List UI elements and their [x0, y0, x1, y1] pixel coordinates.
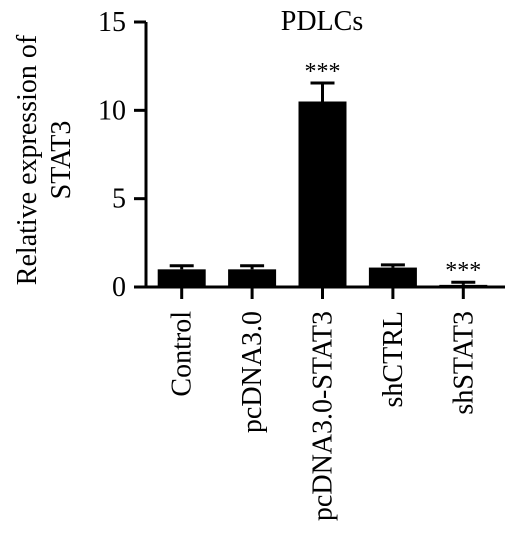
y-tick-label: 10 — [98, 95, 126, 126]
bar — [157, 269, 206, 287]
x-tick-label: shCTRL — [378, 311, 409, 407]
significance-label: *** — [445, 258, 481, 284]
chart-title: PDLCs — [281, 6, 363, 37]
bar — [228, 269, 277, 287]
y-axis: 0 5 10 15 — [98, 7, 148, 303]
y-axis-label-line-2: STAT3 — [46, 121, 77, 200]
y-tick-label: 15 — [98, 7, 126, 38]
bars: *** *** — [157, 59, 488, 287]
bar — [368, 267, 417, 287]
x-tick-label: pcDNA3.0-STAT3 — [308, 311, 339, 521]
y-axis-label-line-1: Relative expression of — [12, 34, 43, 285]
x-axis: Control pcDNA3.0 pcDNA3.0-STAT3 shCTRL shSTA… — [146, 285, 505, 521]
bar — [298, 101, 347, 287]
x-tick-label: shSTAT3 — [448, 311, 479, 415]
y-tick-label: 0 — [112, 272, 126, 303]
significance-label: *** — [305, 59, 341, 85]
x-tick-label: Control — [167, 311, 198, 397]
y-tick-label: 5 — [112, 184, 126, 215]
x-tick-label: pcDNA3.0 — [237, 311, 268, 433]
